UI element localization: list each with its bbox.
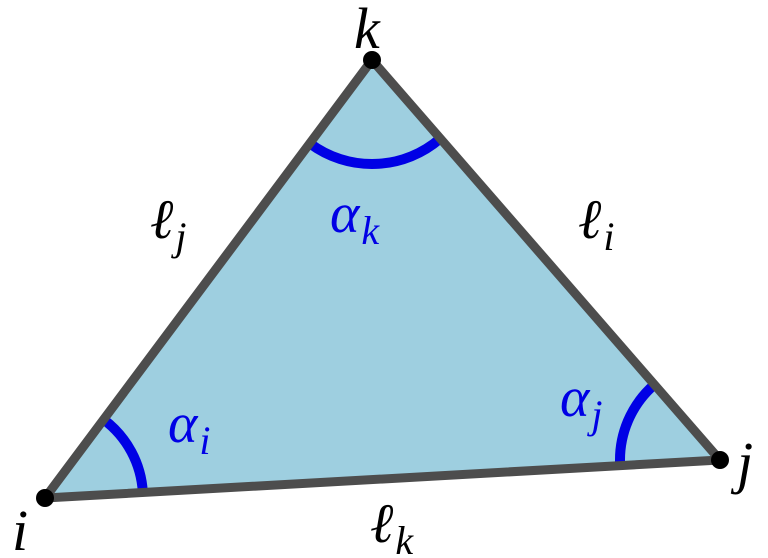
triangle-diagram: ijkℓkℓiℓjαiαjαk <box>0 0 768 558</box>
vertex-label-i: i <box>12 498 28 558</box>
edge-label-j: ℓj <box>150 189 186 259</box>
vertex-label-j: j <box>730 430 753 495</box>
vertex-label-k: k <box>354 0 381 61</box>
edge-label-i: ℓi <box>578 189 614 259</box>
edge-label-k: ℓk <box>370 493 414 558</box>
vertex-i <box>36 489 54 507</box>
vertex-j <box>711 451 729 469</box>
